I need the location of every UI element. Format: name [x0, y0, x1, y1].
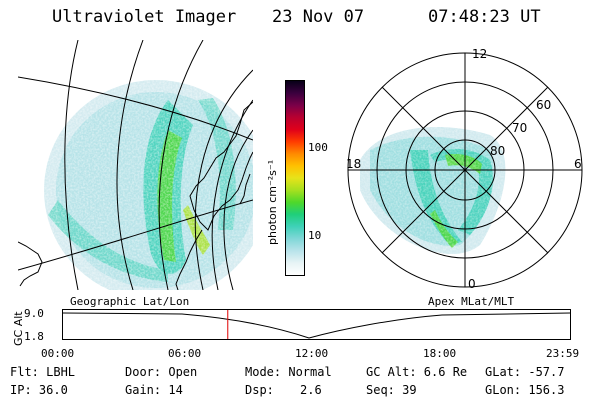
polar-image-panel: 12 18 6 0 60 70 80: [346, 47, 583, 290]
time-label: 07:48:23 UT: [428, 7, 541, 27]
colorbar: [285, 80, 305, 276]
timeline-xtick-2: 12:00: [295, 347, 329, 360]
timeline-xtick-3: 18:00: [423, 347, 457, 360]
timeline-xtick-0: 00:00: [41, 347, 75, 360]
mlt-label-6: 6: [574, 157, 582, 171]
gc-alt-status: GC Alt: 6.6 Re: [366, 365, 468, 379]
lat-label-70: 70: [512, 121, 527, 135]
timeline-xtick-4: 23:59: [546, 347, 580, 360]
apex-label: Apex MLat/MLT: [428, 295, 515, 308]
svg-text:GC Alt: GC Alt: [12, 311, 25, 346]
timeline-plot[interactable]: [62, 309, 572, 341]
glat-status: GLat: -57.7: [485, 365, 565, 379]
date-label: 23 Nov 07: [272, 7, 365, 27]
lat-label-80: 80: [490, 144, 505, 158]
door-status: Door: Open: [125, 365, 198, 379]
geographic-image-panel: [18, 40, 253, 290]
mlt-label-12: 12: [472, 47, 487, 61]
coastline: [18, 101, 253, 290]
instrument-title: Ultraviolet Imager: [52, 7, 237, 27]
colorbar-tick-100: 100: [308, 141, 328, 154]
timeline-xtick-1: 06:00: [168, 347, 202, 360]
orbit-altitude-curve: [62, 312, 571, 339]
latlon-grid: [18, 40, 253, 290]
timeline-ytick-top: 9.0: [24, 307, 44, 320]
mode-status: Mode: Normal: [245, 365, 332, 379]
timeline-ylabel: GC Alt: [12, 311, 25, 346]
polar-grid: [347, 52, 583, 288]
timeline-ytick-bottom: 1.8: [24, 330, 44, 343]
ip-status: IP: 36.0: [10, 383, 68, 397]
colorbar-unit-label: photon cm⁻²s⁻¹: [266, 160, 279, 245]
dsp-label: Dsp:: [245, 383, 274, 397]
geographic-label: Geographic Lat/Lon: [70, 295, 190, 308]
mlt-label-0: 0: [468, 277, 476, 290]
glon-status: GLon: 156.3: [485, 383, 565, 397]
seq-status: Seq: 39: [366, 383, 417, 397]
svg-text:photon cm⁻²s⁻¹: photon cm⁻²s⁻¹: [266, 160, 279, 245]
gain-status: Gain: 14: [125, 383, 183, 397]
filter-status: Flt: LBHL: [10, 365, 76, 379]
lat-label-60: 60: [536, 98, 551, 112]
mlt-label-18: 18: [346, 157, 361, 171]
dsp-value: 2.6: [300, 383, 322, 397]
colorbar-tick-10: 10: [308, 229, 322, 242]
